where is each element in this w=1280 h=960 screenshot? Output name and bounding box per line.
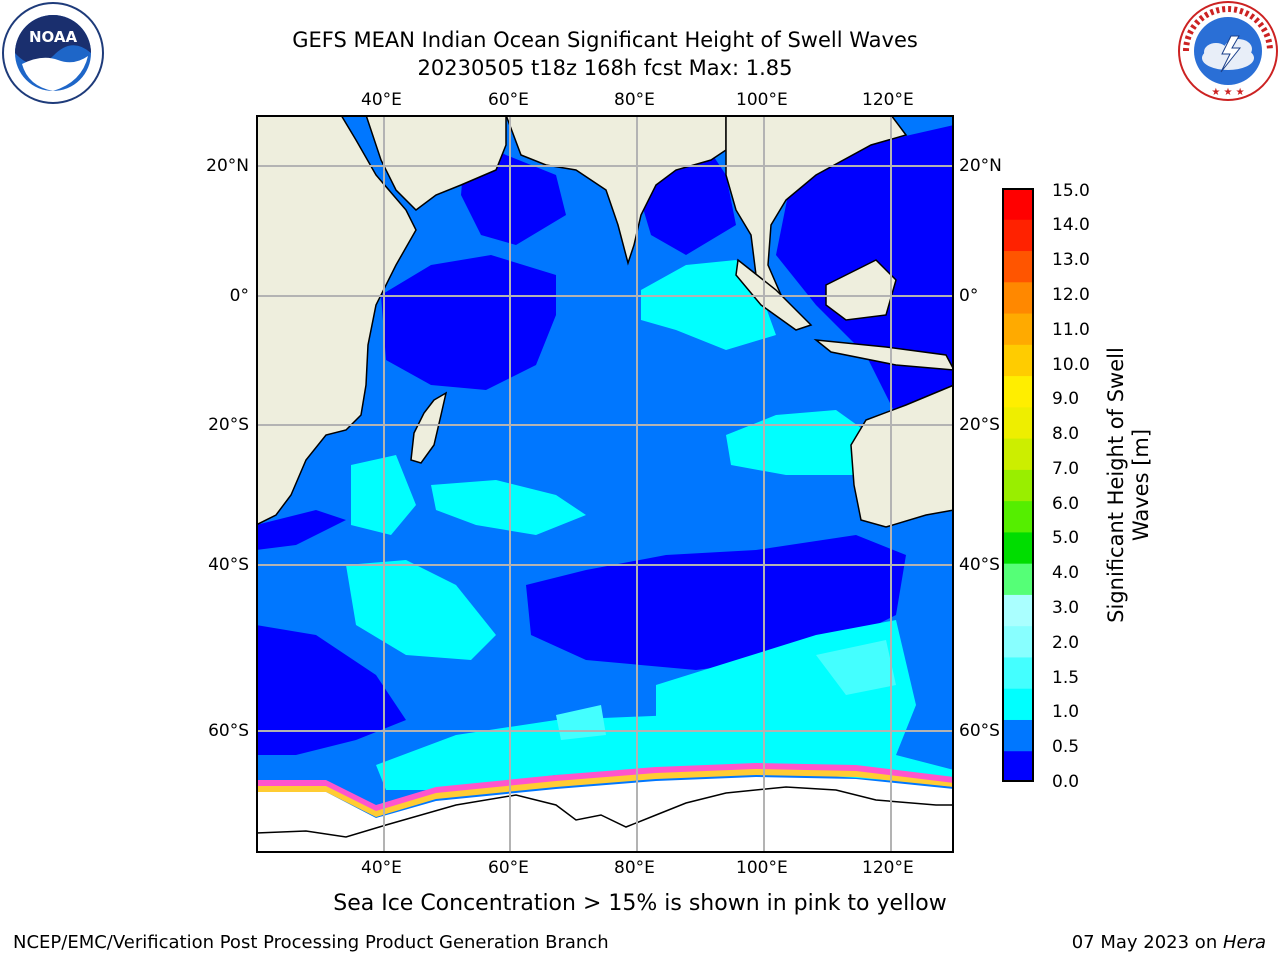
colorbar-tick-label: 3.0 [1052,598,1080,618]
colorbar-segment [1002,594,1034,627]
map-graticule [256,115,954,853]
footer-date: 07 May 2023 on Hera [1072,932,1266,953]
colorbar-frame [1002,188,1034,782]
low-swell-region [256,510,346,550]
australia-landmass [850,383,955,528]
colorbar-tick-label: 4.0 [1052,563,1080,583]
colorbar-segment [1002,656,1034,689]
colorbar-label: Significant Height of Swell Waves [m] [1104,347,1153,623]
lon-label-top: 120°E [862,90,914,110]
low-swell-region [256,625,406,755]
mid-swell-region [431,480,586,535]
mid-swell-region [726,410,871,475]
colorbar-tick-label: 12.0 [1052,285,1090,305]
lon-label-top: 100°E [736,90,788,110]
borneo-landmass [825,259,897,321]
lat-label-right: 0° [959,286,979,306]
colorbar-tick-label: 1.5 [1052,668,1080,688]
colorbar-segment [1002,688,1034,720]
lat-label-left: 20°S [208,415,249,435]
africa-landmass [255,114,417,527]
sea-ice-edge [256,763,954,815]
lat-label-left: 0° [229,286,249,306]
colorbar-tick-label: 5.0 [1052,528,1080,548]
chart-title: GEFS MEAN Indian Ocean Significant Heigh… [292,28,918,52]
colorbar-tick-label: 11.0 [1052,320,1090,340]
colorbar-segment [1002,500,1034,533]
colorbar-segment [1002,563,1034,595]
colorbar-tick-label: 13.0 [1052,250,1090,270]
mid-swell-region [816,640,896,695]
colorbar-segment [1002,344,1034,377]
sea-ice-note: Sea Ice Concentration > 15% is shown in … [333,891,947,916]
lon-label-top: 40°E [361,90,402,110]
colorbar-segment [1002,313,1034,345]
colorbar-segment [1002,531,1034,564]
colorbar-tick-label: 14.0 [1052,215,1090,235]
lat-label-right: 60°S [959,721,1000,741]
lat-label-left: 40°S [208,555,249,575]
colorbar-tick-label: 9.0 [1052,389,1080,409]
lat-label-right: 20°S [959,415,1000,435]
colorbar-segment [1002,250,1034,283]
map-frame [256,115,954,853]
colorbar-segment [1002,750,1034,783]
colorbar-segment [1002,469,1034,502]
colorbar-segment [1002,406,1034,439]
lon-label-bottom: 60°E [488,858,529,878]
colorbar-tick-label: 8.0 [1052,424,1080,444]
swell-height-map [255,114,956,853]
low-swell-region [526,535,906,670]
nws-logo: ★ ★ ★ [1176,0,1280,102]
noaa-logo: NOAA [2,2,104,104]
colorbar-segment [1002,625,1034,658]
colorbar-segment [1002,188,1034,220]
lon-label-top: 80°E [614,90,655,110]
colorbar-segment [1002,438,1034,470]
colorbar-tick-label: 1.0 [1052,702,1080,722]
lon-label-bottom: 80°E [614,858,655,878]
colorbar-tick-label: 0.0 [1052,772,1080,792]
colorbar-tick-label: 15.0 [1052,181,1090,201]
lat-label-left: 20°N [206,156,249,176]
colorbar-tick-label: 7.0 [1052,459,1080,479]
svg-text:NOAA: NOAA [29,28,78,46]
colorbar-tick-label: 10.0 [1052,355,1090,375]
colorbar-segment [1002,719,1034,752]
colorbar-tick-label: 0.5 [1052,737,1080,757]
antarctica-coastline [255,786,954,838]
colorbar-segment [1002,375,1034,408]
sea-ice-edge [256,769,954,817]
antarctic-ice [256,777,954,853]
lat-label-left: 60°S [208,721,249,741]
lat-label-right: 20°N [959,156,1002,176]
madagascar-landmass [410,391,448,464]
colorbar-tick-label: 6.0 [1052,494,1080,514]
colorbar-segment [1002,219,1034,252]
footer-credit: NCEP/EMC/Verification Post Processing Pr… [13,932,609,953]
lon-label-bottom: 100°E [736,858,788,878]
lon-label-top: 60°E [488,90,529,110]
chart-subtitle: 20230505 t18z 168h fcst Max: 1.85 [417,56,793,80]
lon-label-bottom: 120°E [862,858,914,878]
footer-host: Hera [1222,932,1266,953]
colorbar [1002,188,1034,783]
svg-text:★ ★ ★: ★ ★ ★ [1211,87,1244,98]
footer-date-text: 07 May 2023 on [1071,932,1223,953]
low-swell-region [381,255,556,390]
arabia-landmass [364,114,507,211]
map-panel [255,114,956,853]
colorbar-segment [1002,281,1034,314]
lat-label-right: 40°S [959,555,1000,575]
colorbar-tick-label: 2.0 [1052,633,1080,653]
lon-label-bottom: 40°E [361,858,402,878]
